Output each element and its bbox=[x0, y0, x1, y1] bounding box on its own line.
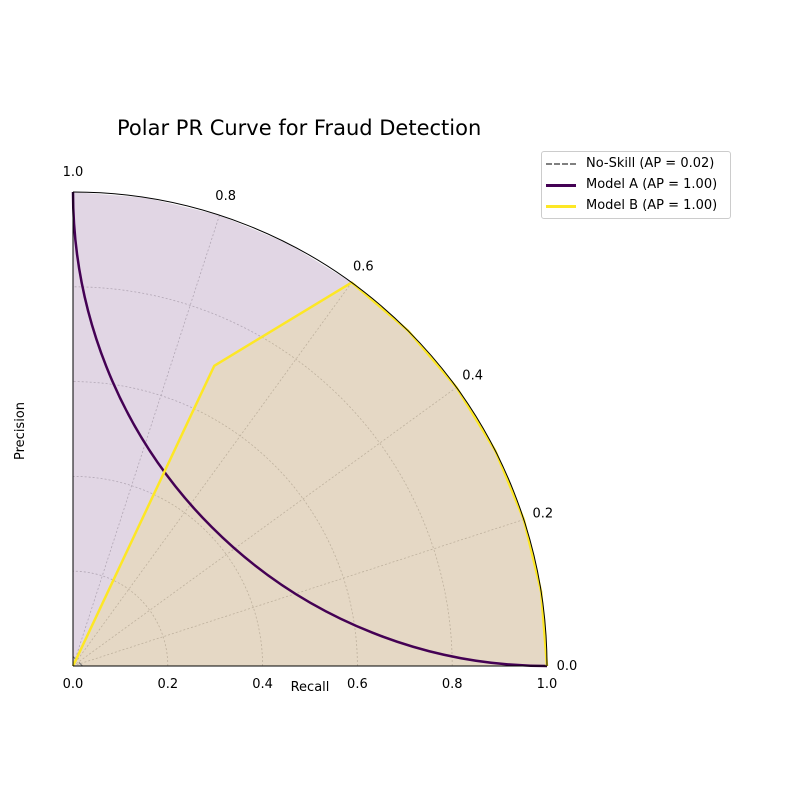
legend-label-model-b: Model B (AP = 1.00) bbox=[586, 198, 718, 213]
angular-grid-line-1 bbox=[72, 387, 457, 667]
theta-tick-label-0: 0.0 bbox=[557, 659, 578, 674]
legend-swatch-no-skill bbox=[546, 163, 576, 165]
legend-item-model-b: Model B (AP = 1.00) bbox=[542, 196, 730, 217]
radial-tick-label-0: 0.0 bbox=[63, 677, 84, 692]
series-line-0 bbox=[72, 656, 83, 667]
series-fill-2 bbox=[73, 282, 547, 666]
theta-tick-label-5: 1.0 bbox=[63, 165, 84, 180]
angular-grid-line-2 bbox=[72, 282, 352, 667]
frame-outer-arc bbox=[72, 191, 548, 667]
radial-grid-ring-0 bbox=[72, 570, 169, 667]
angular-grid-line-3 bbox=[72, 215, 220, 667]
legend-swatch-model-b bbox=[546, 205, 576, 208]
chart-title: Polar PR Curve for Fraud Detection bbox=[117, 116, 482, 140]
series-line-1 bbox=[71, 191, 548, 668]
grid bbox=[72, 215, 524, 667]
radial-tick-label-3: 0.6 bbox=[347, 677, 368, 692]
radial-grid-ring-2 bbox=[72, 381, 358, 667]
radial-tick-label-1: 0.2 bbox=[157, 677, 178, 692]
legend-item-no-skill: No-Skill (AP = 0.02) bbox=[542, 154, 730, 175]
legend-item-model-a: Model A (AP = 1.00) bbox=[542, 175, 730, 196]
legend: No-Skill (AP = 0.02) Model A (AP = 1.00)… bbox=[541, 151, 731, 219]
x-axis-label: Recall bbox=[291, 680, 330, 695]
series-fill-1 bbox=[73, 192, 547, 666]
series-fills bbox=[73, 192, 547, 666]
theta-tick-label-1: 0.2 bbox=[532, 506, 553, 521]
radial-grid-ring-1 bbox=[72, 476, 263, 667]
theta-tick-label-3: 0.6 bbox=[353, 259, 374, 274]
legend-label-no-skill: No-Skill (AP = 0.02) bbox=[586, 156, 715, 171]
tick-labels: 0.0 0.2 0.4 0.6 0.8 1.0 0.0 0.2 0.4 0.6 0.8 1.0 bbox=[63, 165, 578, 692]
legend-swatch-model-a bbox=[546, 184, 576, 187]
radial-grid-ring-3 bbox=[72, 286, 453, 667]
plot-frame bbox=[72, 191, 548, 667]
legend-label-model-a: Model A (AP = 1.00) bbox=[586, 177, 718, 192]
theta-tick-label-2: 0.4 bbox=[462, 369, 483, 384]
radial-tick-label-4: 0.8 bbox=[442, 677, 463, 692]
angular-grid-line-0 bbox=[72, 519, 524, 667]
radial-tick-label-2: 0.4 bbox=[252, 677, 273, 692]
y-axis-label: Precision bbox=[13, 402, 28, 460]
theta-tick-label-4: 0.8 bbox=[215, 189, 236, 204]
radial-tick-label-5: 1.0 bbox=[537, 677, 558, 692]
